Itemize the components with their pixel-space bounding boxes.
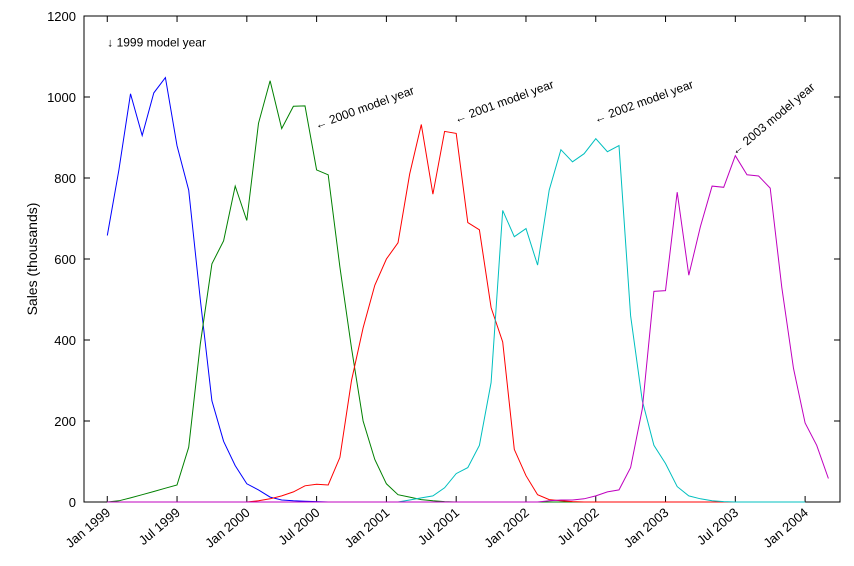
series-line <box>107 154 829 503</box>
y-tick-label: 400 <box>54 333 76 348</box>
annotation-label: ↓ 1999 model year <box>107 35 206 49</box>
x-tick-label: Jul 2003 <box>694 505 741 548</box>
x-tick-label: Jan 2004 <box>760 505 811 551</box>
y-tick-label: 1000 <box>47 90 76 105</box>
x-tick-label: Jul 2000 <box>275 505 322 548</box>
x-tick-label: Jan 2001 <box>342 505 393 551</box>
x-tick-label: Jan 2000 <box>202 505 253 551</box>
y-tick-label: 1200 <box>47 9 76 24</box>
x-tick-label: Jan 1999 <box>63 505 114 551</box>
x-tick-label: Jan 2003 <box>621 505 672 551</box>
series-group <box>106 76 829 503</box>
x-tick-label: Jul 1999 <box>136 505 183 548</box>
x-tick-label: Jan 2002 <box>481 505 532 551</box>
y-tick-label: 800 <box>54 171 76 186</box>
x-tick-label: Jul 2002 <box>554 505 601 548</box>
y-tick-label: 0 <box>69 495 76 510</box>
y-tick-label: 600 <box>54 252 76 267</box>
x-tick-label: Jul 2001 <box>415 505 462 548</box>
y-axis-label: Sales (thousands) <box>24 203 40 316</box>
y-tick-label: 200 <box>54 414 76 429</box>
plot-area <box>83 15 841 503</box>
